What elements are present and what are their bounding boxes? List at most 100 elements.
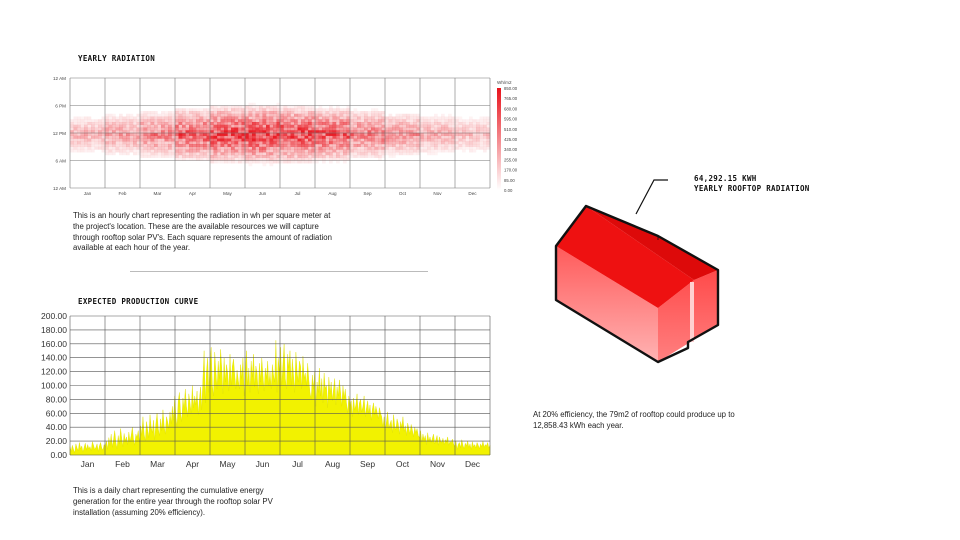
- heatmap-cell: [259, 130, 263, 134]
- heatmap-cell: [294, 138, 298, 142]
- heatmap-cell: [133, 146, 137, 150]
- heatmap-cell: [392, 133, 396, 136]
- heatmap-cell: [378, 127, 382, 131]
- heatmap-cell: [311, 141, 316, 145]
- heatmap-cell: [287, 135, 291, 139]
- heatmap-cell: [409, 122, 414, 125]
- heatmap-cell: [360, 133, 365, 136]
- heatmap-cell: [175, 111, 179, 114]
- heatmap-cell: [273, 119, 277, 123]
- heatmap-cell: [318, 119, 323, 123]
- heatmap-cell: [241, 113, 246, 117]
- heatmap-cell: [413, 149, 417, 153]
- heatmap-cell: [388, 149, 393, 153]
- heatmap-cell: [196, 138, 200, 142]
- heatmap-cell: [357, 119, 361, 123]
- heatmap-cell: [455, 133, 459, 136]
- heatmap-cell: [273, 135, 277, 139]
- heatmap-cell: [280, 160, 284, 164]
- heatmap-cell: [360, 149, 365, 153]
- heatmap-cell: [374, 135, 379, 139]
- heatmap-cell: [147, 130, 151, 134]
- heatmap-cell: [220, 155, 225, 158]
- heatmap-cell: [483, 130, 487, 134]
- heatmap-cell: [206, 141, 211, 145]
- heatmap-cell: [266, 124, 270, 128]
- heatmap-cell: [203, 135, 207, 139]
- heatmap-cell: [399, 149, 403, 153]
- heatmap-cell: [388, 138, 393, 142]
- heatmap-cell: [143, 133, 148, 136]
- heatmap-cell: [455, 124, 459, 128]
- heatmap-cell: [234, 105, 239, 109]
- heatmap-cell: [217, 113, 221, 117]
- heatmap-cell: [217, 157, 221, 161]
- heatmap-cell: [301, 138, 305, 142]
- heatmap-cell: [402, 138, 407, 142]
- heatmap-cell: [416, 138, 421, 142]
- heatmap-cell: [374, 149, 379, 153]
- heatmap-cell: [444, 141, 449, 145]
- heatmap-cell: [178, 135, 183, 139]
- heatmap-cell: [329, 127, 333, 131]
- heatmap-cell: [276, 152, 281, 156]
- heatmap-cell: [462, 122, 466, 125]
- heatmap-cell: [297, 141, 302, 145]
- heatmap-cell: [231, 138, 235, 142]
- heatmap-cell: [143, 116, 148, 120]
- heatmap-cell: [318, 138, 323, 142]
- heatmap-cell: [105, 146, 109, 150]
- heatmap-cell: [73, 119, 78, 123]
- heatmap-cell: [136, 127, 141, 131]
- heatmap-cell: [304, 146, 309, 150]
- heatmap-cell: [430, 130, 435, 134]
- heatmap-cell: [465, 144, 470, 147]
- heatmap-cell: [108, 116, 113, 120]
- heatmap-cell: [406, 135, 410, 139]
- heatmap-cell: [143, 122, 148, 125]
- heatmap-cell: [210, 141, 214, 145]
- heatmap-x-tick: May: [223, 191, 232, 196]
- production-y-tick: 120.00: [41, 367, 67, 377]
- heatmap-cell: [234, 149, 239, 153]
- heatmap-cell: [469, 124, 473, 128]
- heatmap-cell: [133, 141, 137, 145]
- heatmap-cell: [213, 108, 218, 112]
- heatmap-cell: [329, 130, 333, 134]
- heatmap-cell: [416, 119, 421, 123]
- heatmap-cell: [122, 124, 127, 128]
- heatmap-cell: [325, 135, 330, 139]
- heatmap-cell: [381, 152, 386, 156]
- heatmap-cell: [416, 122, 421, 125]
- heatmap-cell: [182, 111, 186, 114]
- heatmap-cell: [87, 149, 92, 153]
- heatmap-cell: [423, 116, 428, 120]
- heatmap-cell: [273, 141, 277, 145]
- heatmap-cell: [273, 130, 277, 134]
- heatmap-cell: [87, 144, 92, 147]
- heatmap-cell: [119, 127, 123, 131]
- heatmap-cell: [469, 135, 473, 139]
- production-x-tick: Feb: [115, 459, 130, 469]
- heatmap-cell: [126, 127, 130, 131]
- heatmap-cell: [336, 155, 340, 158]
- heatmap-cell: [301, 124, 305, 128]
- heatmap-cell: [374, 144, 379, 147]
- heatmap-cell: [413, 138, 417, 142]
- heatmap-cell: [101, 119, 106, 123]
- heatmap-cell: [262, 127, 267, 131]
- heatmap-cell: [157, 124, 162, 128]
- heatmap-cell: [448, 119, 452, 123]
- heatmap-cell: [381, 127, 386, 131]
- heatmap-cell: [217, 155, 221, 158]
- heatmap-cell: [437, 133, 442, 136]
- heatmap-cell: [290, 116, 295, 120]
- heatmap-cell: [381, 130, 386, 134]
- heatmap-cell: [434, 113, 438, 117]
- production-x-tick: Aug: [325, 459, 340, 469]
- heatmap-cell: [224, 130, 228, 134]
- heatmap-cell: [360, 144, 365, 147]
- heatmap-cell: [136, 130, 141, 134]
- heatmap-cell: [385, 152, 389, 156]
- heatmap-cell: [108, 130, 113, 134]
